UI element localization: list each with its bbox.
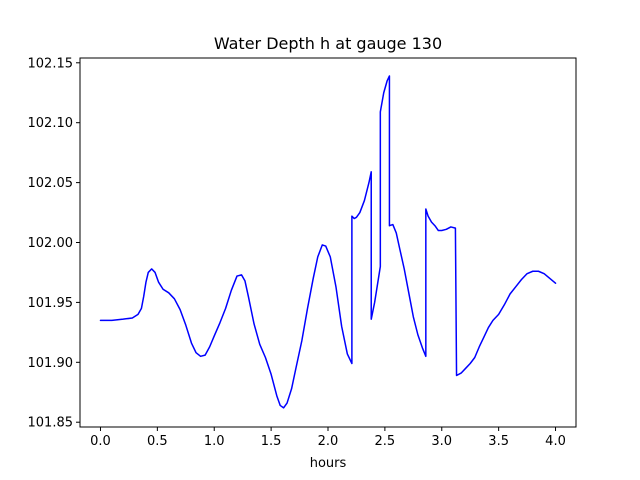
x-tick-label: 3.0 [431,434,452,449]
y-tick-label: 102.00 [28,236,74,251]
x-tick-label: 4.0 [545,434,566,449]
y-tick-label: 101.85 [28,416,74,431]
plot-area: 0.0 0.5 1.0 1.5 2.0 2.5 3.0 3.5 4.0 101.85 101.90… [28,56,577,449]
y-tick-label: 101.95 [28,296,74,311]
x-tick-label: 2.0 [318,434,339,449]
plot-frame [79,57,577,428]
x-axis-label: hours [310,456,347,471]
y-tick-label: 101.90 [28,356,74,371]
x-tick-label: 0.5 [147,434,168,449]
x-tick-label: 3.5 [488,434,509,449]
chart-title: Water Depth h at gauge 130 [214,34,442,53]
y-tick-label: 102.10 [28,116,74,131]
series-line-0 [99,75,557,409]
x-tick-label: 0.0 [90,434,111,449]
x-axis: 0.0 0.5 1.0 1.5 2.0 2.5 3.0 3.5 4.0 [90,427,566,449]
y-tick-label: 102.15 [28,56,74,71]
x-tick-label: 1.5 [261,434,282,449]
series-layer [99,75,557,409]
y-tick-label: 102.05 [28,176,74,191]
x-tick-label: 2.5 [375,434,396,449]
y-axis: 101.85 101.90 101.95 102.00 102.05 102.10 102.… [28,56,80,431]
x-tick-label: 1.0 [204,434,225,449]
